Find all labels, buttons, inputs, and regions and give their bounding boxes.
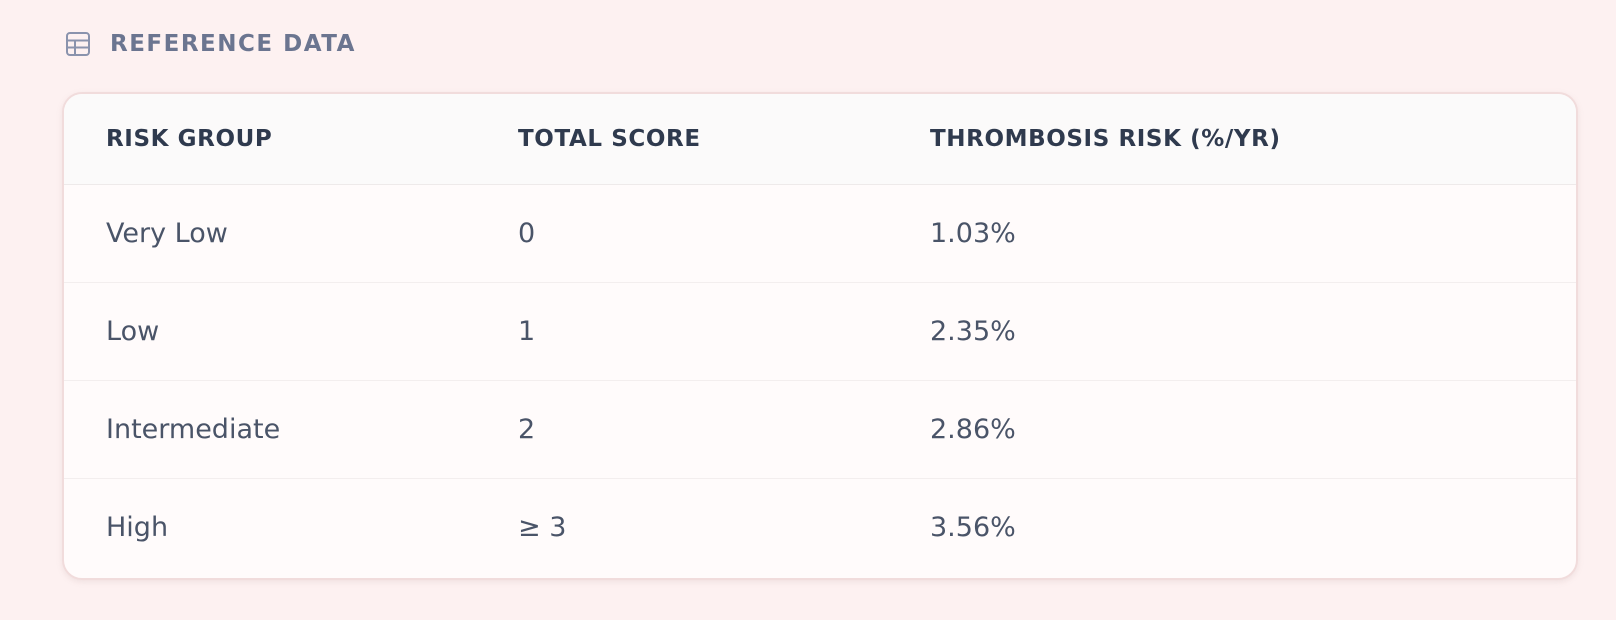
risk-group-cell: Very Low [106, 218, 228, 249]
table-icon [64, 30, 92, 58]
total-score-cell: 2 [518, 414, 536, 445]
table-row: High ≥ 3 3.56% [64, 479, 1576, 576]
table-row: Intermediate 2 2.86% [64, 381, 1576, 479]
section-header: REFERENCE DATA [64, 30, 356, 58]
risk-group-cell: Low [106, 316, 160, 347]
column-header-thrombosis-risk[interactable]: THROMBOSIS RISK (%/YR) [930, 126, 1281, 152]
thrombosis-risk-cell: 3.56% [930, 512, 1016, 543]
table-header-row: RISK GROUP TOTAL SCORE THROMBOSIS RISK (… [64, 94, 1576, 185]
thrombosis-risk-cell: 2.86% [930, 414, 1016, 445]
thrombosis-risk-cell: 2.35% [930, 316, 1016, 347]
table-row: Very Low 0 1.03% [64, 185, 1576, 283]
table-row: Low 1 2.35% [64, 283, 1576, 381]
reference-table: RISK GROUP TOTAL SCORE THROMBOSIS RISK (… [62, 92, 1578, 580]
risk-group-cell: Intermediate [106, 414, 281, 445]
total-score-cell: 1 [518, 316, 536, 347]
column-header-total-score[interactable]: TOTAL SCORE [518, 126, 701, 152]
total-score-cell: 0 [518, 218, 536, 249]
risk-group-cell: High [106, 512, 169, 543]
thrombosis-risk-cell: 1.03% [930, 218, 1016, 249]
section-title: REFERENCE DATA [110, 31, 356, 57]
total-score-cell: ≥ 3 [518, 512, 567, 543]
column-header-risk-group[interactable]: RISK GROUP [106, 126, 273, 152]
